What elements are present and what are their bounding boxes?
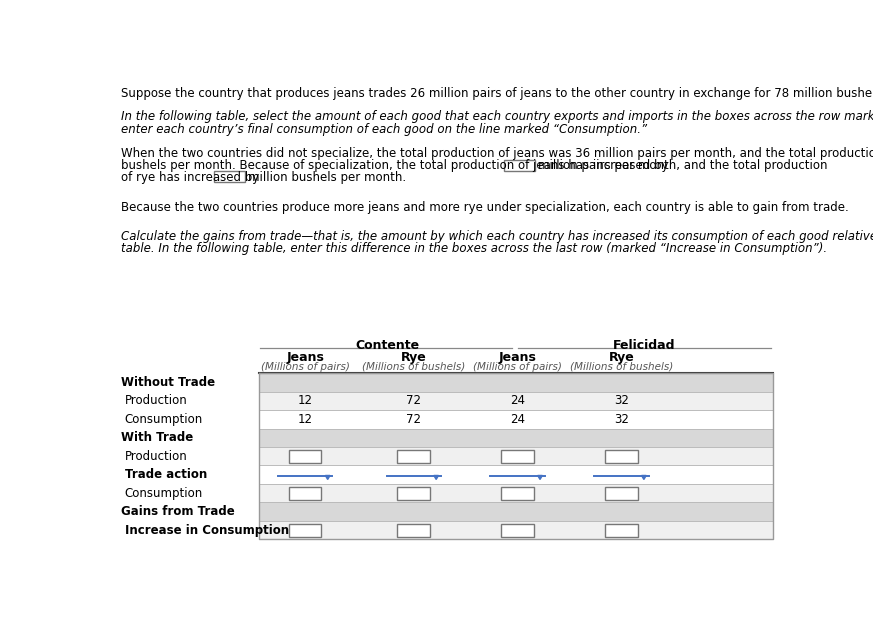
Bar bbox=[501, 450, 533, 463]
Text: 24: 24 bbox=[510, 394, 525, 407]
Bar bbox=[258, 484, 773, 502]
Text: Jeans: Jeans bbox=[286, 351, 324, 364]
Bar bbox=[258, 392, 773, 410]
Text: (Millions of bushels): (Millions of bushels) bbox=[570, 362, 673, 372]
Text: of rye has increased by: of rye has increased by bbox=[120, 171, 259, 183]
Text: Jeans: Jeans bbox=[498, 351, 537, 364]
Bar bbox=[501, 487, 533, 500]
Text: million bushels per month.: million bushels per month. bbox=[248, 171, 406, 183]
Text: Rye: Rye bbox=[608, 351, 635, 364]
Text: (Millions of pairs): (Millions of pairs) bbox=[473, 362, 562, 372]
Bar bbox=[258, 521, 773, 539]
Text: Consumption: Consumption bbox=[125, 487, 203, 500]
Bar bbox=[258, 373, 773, 392]
Text: Trade action: Trade action bbox=[125, 468, 207, 481]
Text: Because the two countries produce more jeans and more rye under specialization, : Because the two countries produce more j… bbox=[120, 202, 849, 214]
Text: 32: 32 bbox=[614, 394, 629, 407]
Text: enter each country’s final consumption of each good on the line marked “Consumpt: enter each country’s final consumption o… bbox=[120, 123, 647, 136]
Text: In the following table, select the amount of each good that each country exports: In the following table, select the amoun… bbox=[120, 111, 873, 123]
Text: Suppose the country that produces jeans trades 26 million pairs of jeans to the : Suppose the country that produces jeans … bbox=[120, 87, 873, 100]
Text: (Millions of pairs): (Millions of pairs) bbox=[261, 362, 350, 372]
Bar bbox=[501, 523, 533, 537]
Text: Contente: Contente bbox=[355, 339, 419, 352]
Bar bbox=[258, 428, 773, 447]
Text: 12: 12 bbox=[298, 394, 313, 407]
Bar bbox=[605, 487, 637, 500]
Text: Production: Production bbox=[125, 394, 188, 407]
Text: Consumption: Consumption bbox=[125, 413, 203, 426]
Bar bbox=[258, 410, 773, 428]
Text: 24: 24 bbox=[510, 413, 525, 426]
Bar bbox=[289, 487, 321, 500]
Polygon shape bbox=[642, 475, 646, 480]
Text: 32: 32 bbox=[614, 413, 629, 426]
Text: Gains from Trade: Gains from Trade bbox=[120, 505, 235, 518]
Text: When the two countries did not specialize, the total production of jeans was 36 : When the two countries did not specializ… bbox=[120, 147, 873, 161]
Text: Production: Production bbox=[125, 450, 188, 463]
Text: (Millions of bushels): (Millions of bushels) bbox=[362, 362, 465, 372]
Text: With Trade: With Trade bbox=[120, 431, 193, 444]
Text: Felicidad: Felicidad bbox=[613, 339, 675, 352]
Bar bbox=[214, 171, 244, 182]
Text: bushels per month. Because of specialization, the total production of jeans has : bushels per month. Because of specializa… bbox=[120, 159, 668, 172]
Text: table. In the following table, enter this difference in the boxes across the las: table. In the following table, enter thi… bbox=[120, 242, 827, 255]
Bar bbox=[289, 450, 321, 463]
Text: Increase in Consumption: Increase in Consumption bbox=[125, 524, 289, 537]
Bar bbox=[258, 465, 773, 484]
Bar bbox=[504, 160, 534, 171]
Bar bbox=[289, 523, 321, 537]
Bar bbox=[605, 523, 637, 537]
Bar bbox=[397, 487, 430, 500]
Text: million pairs per month, and the total production: million pairs per month, and the total p… bbox=[538, 159, 828, 172]
Bar bbox=[258, 502, 773, 521]
Bar bbox=[397, 450, 430, 463]
Text: 72: 72 bbox=[406, 394, 421, 407]
Bar bbox=[258, 447, 773, 465]
Polygon shape bbox=[434, 475, 438, 480]
Text: 72: 72 bbox=[406, 413, 421, 426]
Polygon shape bbox=[326, 475, 330, 480]
Text: Rye: Rye bbox=[401, 351, 427, 364]
Text: Without Trade: Without Trade bbox=[120, 376, 215, 389]
Text: Calculate the gains from trade—that is, the amount by which each country has inc: Calculate the gains from trade—that is, … bbox=[120, 230, 873, 243]
Text: 12: 12 bbox=[298, 413, 313, 426]
Bar bbox=[397, 523, 430, 537]
Polygon shape bbox=[538, 475, 542, 480]
Bar bbox=[605, 450, 637, 463]
